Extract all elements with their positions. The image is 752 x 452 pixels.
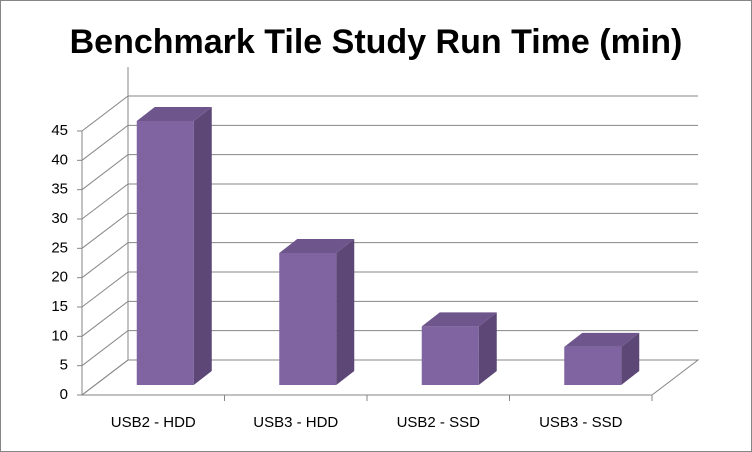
chart-title: Benchmark Tile Study Run Time (min) [70,23,683,61]
bar-front [421,326,479,385]
grid-line [81,124,698,161]
y-tick-label: 15 [51,298,68,315]
bar [564,332,640,385]
grid-line [81,154,698,191]
x-tick-label: USB3 - SSD [539,414,623,431]
bar-top [279,239,355,253]
bar [136,107,212,385]
grid-line [81,212,698,249]
bar [421,312,497,385]
grid-line [81,95,698,132]
y-tick-label: 40 [51,151,68,168]
bar-side [336,239,355,385]
bar-side [193,107,212,385]
bar-side [478,312,497,385]
x-tick-label: USB2 - HDD [111,414,196,431]
grid-line [81,242,698,279]
bar-top [421,312,497,327]
grid-line [81,183,698,220]
bar [279,239,355,385]
y-tick-label: 20 [51,269,68,286]
bar-top [136,107,212,121]
y-tick-label: 25 [51,239,68,256]
grid-line [81,300,698,337]
bar-top [564,332,640,347]
y-tick-label: 0 [60,386,68,403]
x-tick-label: USB3 - HDD [253,414,338,431]
y-tick-label: 10 [51,327,68,344]
bar-front [564,346,622,385]
bar-side [621,332,640,385]
grid-line [81,330,698,367]
bar-front [279,253,337,385]
bar-front [136,121,194,385]
y-tick-label: 5 [60,357,68,374]
x-tick-label: USB2 - SSD [397,414,481,431]
y-tick-label: 30 [51,210,68,227]
grid-line [81,359,698,396]
y-tick-label: 45 [51,122,68,139]
grid-line [81,271,698,308]
y-tick-label: 35 [51,181,68,198]
